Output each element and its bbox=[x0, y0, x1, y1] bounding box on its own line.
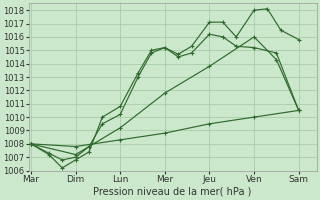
X-axis label: Pression niveau de la mer( hPa ): Pression niveau de la mer( hPa ) bbox=[93, 187, 252, 197]
